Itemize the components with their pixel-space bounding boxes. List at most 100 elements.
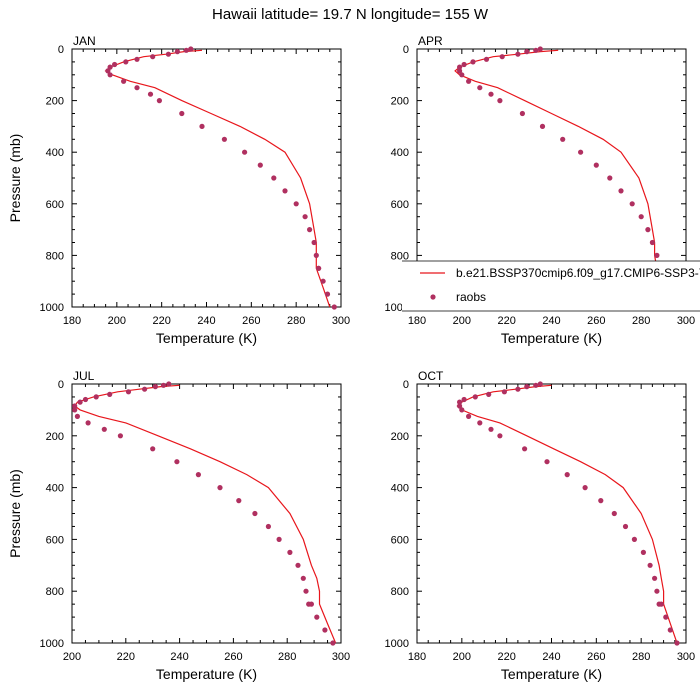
model-profile-line: [104, 49, 331, 308]
raobs-point: [123, 59, 129, 65]
x-tick-label: 280: [632, 315, 650, 327]
raobs-point: [150, 54, 156, 60]
raobs-point: [134, 56, 140, 62]
raobs-point: [307, 227, 313, 233]
raobs-point: [593, 162, 599, 168]
raobs-point: [524, 49, 530, 55]
raobs-point: [652, 575, 658, 581]
raobs-point: [457, 68, 463, 74]
raobs-point: [582, 485, 588, 491]
raobs-point: [331, 304, 337, 310]
raobs-point: [640, 549, 647, 556]
panel-jan: 180 200 220 240 260 280 300 0 200 400 600 800 1000 JA…: [7, 34, 350, 346]
raobs-point: [308, 601, 314, 607]
raobs-point: [242, 149, 248, 155]
raobs-point: [174, 49, 180, 55]
raobs-point: [578, 149, 584, 155]
raobs-point: [488, 91, 494, 97]
raobs-point: [638, 214, 644, 220]
raobs-point: [183, 47, 189, 53]
raobs-point: [488, 426, 494, 432]
x-tick-label: 180: [408, 315, 426, 327]
raobs-point: [647, 562, 653, 568]
raobs-point: [611, 510, 617, 517]
raobs-point: [287, 549, 293, 556]
raobs-point: [156, 98, 162, 104]
x-tick-label: 220: [152, 315, 170, 327]
y-tick-label: 0: [403, 44, 409, 56]
raobs-point: [560, 136, 566, 142]
raobs-point: [537, 46, 543, 52]
raobs-point: [497, 98, 503, 104]
x-tick-label: 240: [542, 315, 560, 327]
raobs-point: [544, 459, 550, 465]
raobs-point: [654, 588, 660, 594]
raobs-point: [457, 403, 463, 409]
raobs-point: [147, 91, 154, 97]
x-tick-label: 240: [197, 315, 215, 327]
raobs-point: [134, 85, 140, 91]
x-tick-label: 200: [453, 651, 471, 663]
raobs-point: [537, 381, 543, 387]
raobs-point: [72, 403, 78, 409]
x-tick-label: 220: [497, 651, 515, 663]
legend-label-raobs: raobs: [456, 290, 486, 304]
raobs-point: [85, 420, 91, 426]
x-tick-label: 240: [542, 651, 560, 663]
raobs-point: [271, 175, 277, 181]
y-tick-label: 800: [391, 586, 409, 598]
y-tick-label: 1000: [40, 638, 64, 650]
raobs-point: [564, 472, 570, 478]
y-tick-label: 600: [391, 534, 409, 546]
raobs-point: [618, 188, 624, 194]
raobs-point: [236, 498, 242, 504]
raobs-point: [645, 227, 651, 233]
y-axis-title: Pressure (mb): [7, 469, 23, 558]
raobs-point: [252, 510, 258, 517]
x-tick-label: 260: [242, 315, 260, 327]
raobs-point: [477, 85, 483, 91]
raobs-point: [295, 562, 301, 568]
x-axis-title: Temperature (K): [156, 330, 257, 346]
raobs-point: [152, 384, 158, 390]
raobs-point: [107, 64, 113, 70]
y-tick-label: 400: [391, 483, 409, 495]
raobs-point: [629, 201, 635, 207]
raobs-point: [524, 384, 530, 390]
raobs-point: [165, 51, 171, 57]
x-axis-title: Temperature (K): [501, 330, 602, 346]
x-tick-label: 240: [170, 651, 188, 663]
raobs-point: [107, 72, 113, 78]
figure-title: Hawaii latitude= 19.7 N longitude= 155 W: [212, 6, 489, 23]
raobs-point: [199, 123, 205, 129]
raobs-point: [466, 413, 472, 419]
legend: b.e21.BSSP370cmip6.f09_g17.CMIP6-SSP3-7.…: [402, 260, 700, 312]
raobs-point: [322, 627, 328, 633]
panel-label: APR: [418, 34, 443, 48]
y-tick-label: 200: [391, 431, 409, 443]
model-profile-line: [73, 384, 337, 644]
raobs-point: [457, 64, 463, 70]
raobs-point: [293, 201, 299, 207]
raobs-point: [486, 391, 492, 397]
raobs-point: [663, 614, 669, 620]
raobs-point: [276, 536, 282, 543]
raobs-point: [314, 614, 320, 620]
legend-background: [402, 261, 700, 311]
raobs-point: [501, 389, 507, 395]
raobs-point: [257, 162, 263, 168]
panel-oct: 180 200 220 240 260 280 300 0 200 400 600 800 1000 OC…: [385, 369, 696, 682]
raobs-point: [303, 588, 309, 594]
raobs-point: [515, 51, 521, 57]
raobs-point: [522, 446, 528, 452]
raobs-point: [316, 265, 322, 271]
raobs-point: [311, 239, 317, 246]
legend-marker-swatch: [430, 294, 436, 300]
raobs-point: [117, 433, 123, 439]
y-tick-label: 1000: [40, 302, 64, 314]
panel-label: JAN: [73, 34, 96, 48]
raobs-point: [300, 575, 306, 581]
y-tick-label: 0: [58, 379, 64, 391]
y-tick-label: 1000: [385, 638, 409, 650]
raobs-point: [598, 498, 604, 504]
